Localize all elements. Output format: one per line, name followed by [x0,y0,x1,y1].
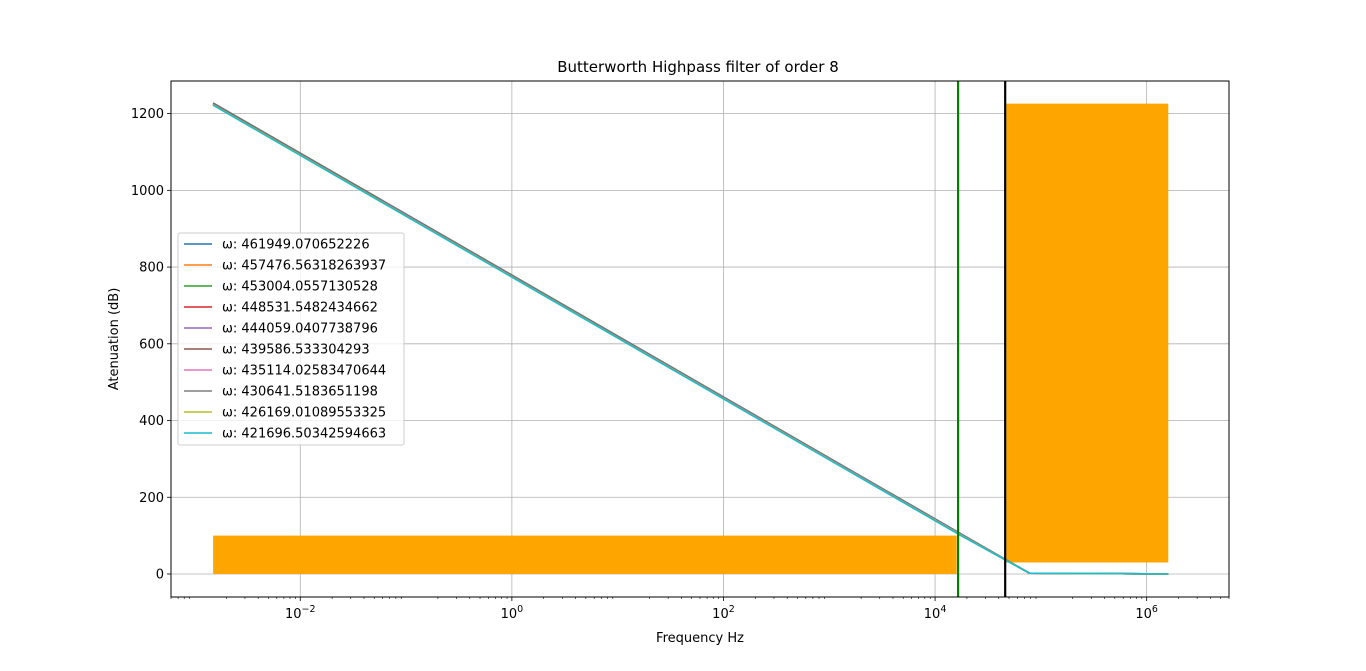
y-tick-label: 600 [139,337,164,352]
legend-entry: ω: 435114.02583470644 [222,364,386,379]
x-tick-base: 10 [285,607,302,622]
y-tick-label: 1000 [131,184,164,199]
legend-entry: ω: 444059.0407738796 [222,322,378,337]
x-tick-exponent: 4 [940,604,946,615]
x-axis-label: Frequency Hz [656,631,744,646]
x-tick-exponent: −2 [302,604,316,615]
y-tick-label: 200 [139,491,164,506]
x-tick-exponent: 2 [729,604,735,615]
shaded-regions [213,103,1169,574]
x-tick-label: 104 [924,604,947,622]
x-tick-label: 10−2 [285,604,316,622]
x-tick-base: 10 [1135,607,1152,622]
legend-entry: ω: 430641.5183651198 [222,385,378,400]
legend-entry: ω: 439586.533304293 [222,343,370,358]
x-tick-exponent: 6 [1152,604,1158,615]
legend-entry: ω: 421696.50342594663 [222,427,386,442]
x-axis: 10−2 100 102 104 106 [170,597,1230,622]
legend-entry: ω: 448531.5482434662 [222,301,378,316]
shaded-region [213,535,957,574]
legend-entry: ω: 457476.56318263937 [222,259,386,274]
legend-entry: ω: 453004.0557130528 [222,280,378,295]
x-tick-label: 100 [501,604,524,622]
x-tick-exponent: 0 [517,604,523,615]
legend-entry: ω: 461949.070652226 [222,238,370,253]
legend: ω: 461949.070652226 ω: 457476.56318263937… [177,232,405,446]
vertical-lines [956,81,1007,597]
legend-entry: ω: 426169.01089553325 [222,406,386,421]
y-axis-label: Atenuation (dB) [107,288,122,391]
x-tick-base: 10 [712,607,729,622]
y-axis: 0 200 400 600 800 1000 1200 [131,107,171,582]
x-tick-base: 10 [501,607,518,622]
x-tick-label: 106 [1135,604,1158,622]
y-tick-label: 400 [139,414,164,429]
chart-title: Butterworth Highpass filter of order 8 [557,58,839,76]
shaded-region [1006,103,1169,563]
x-tick-base: 10 [924,607,941,622]
series-line [212,104,1169,575]
legend-box [177,232,405,446]
y-tick-label: 800 [139,261,164,276]
x-tick-label: 102 [712,604,735,622]
y-tick-label: 0 [156,567,164,582]
series-lines [212,102,1169,575]
y-tick-label: 1200 [131,107,164,122]
